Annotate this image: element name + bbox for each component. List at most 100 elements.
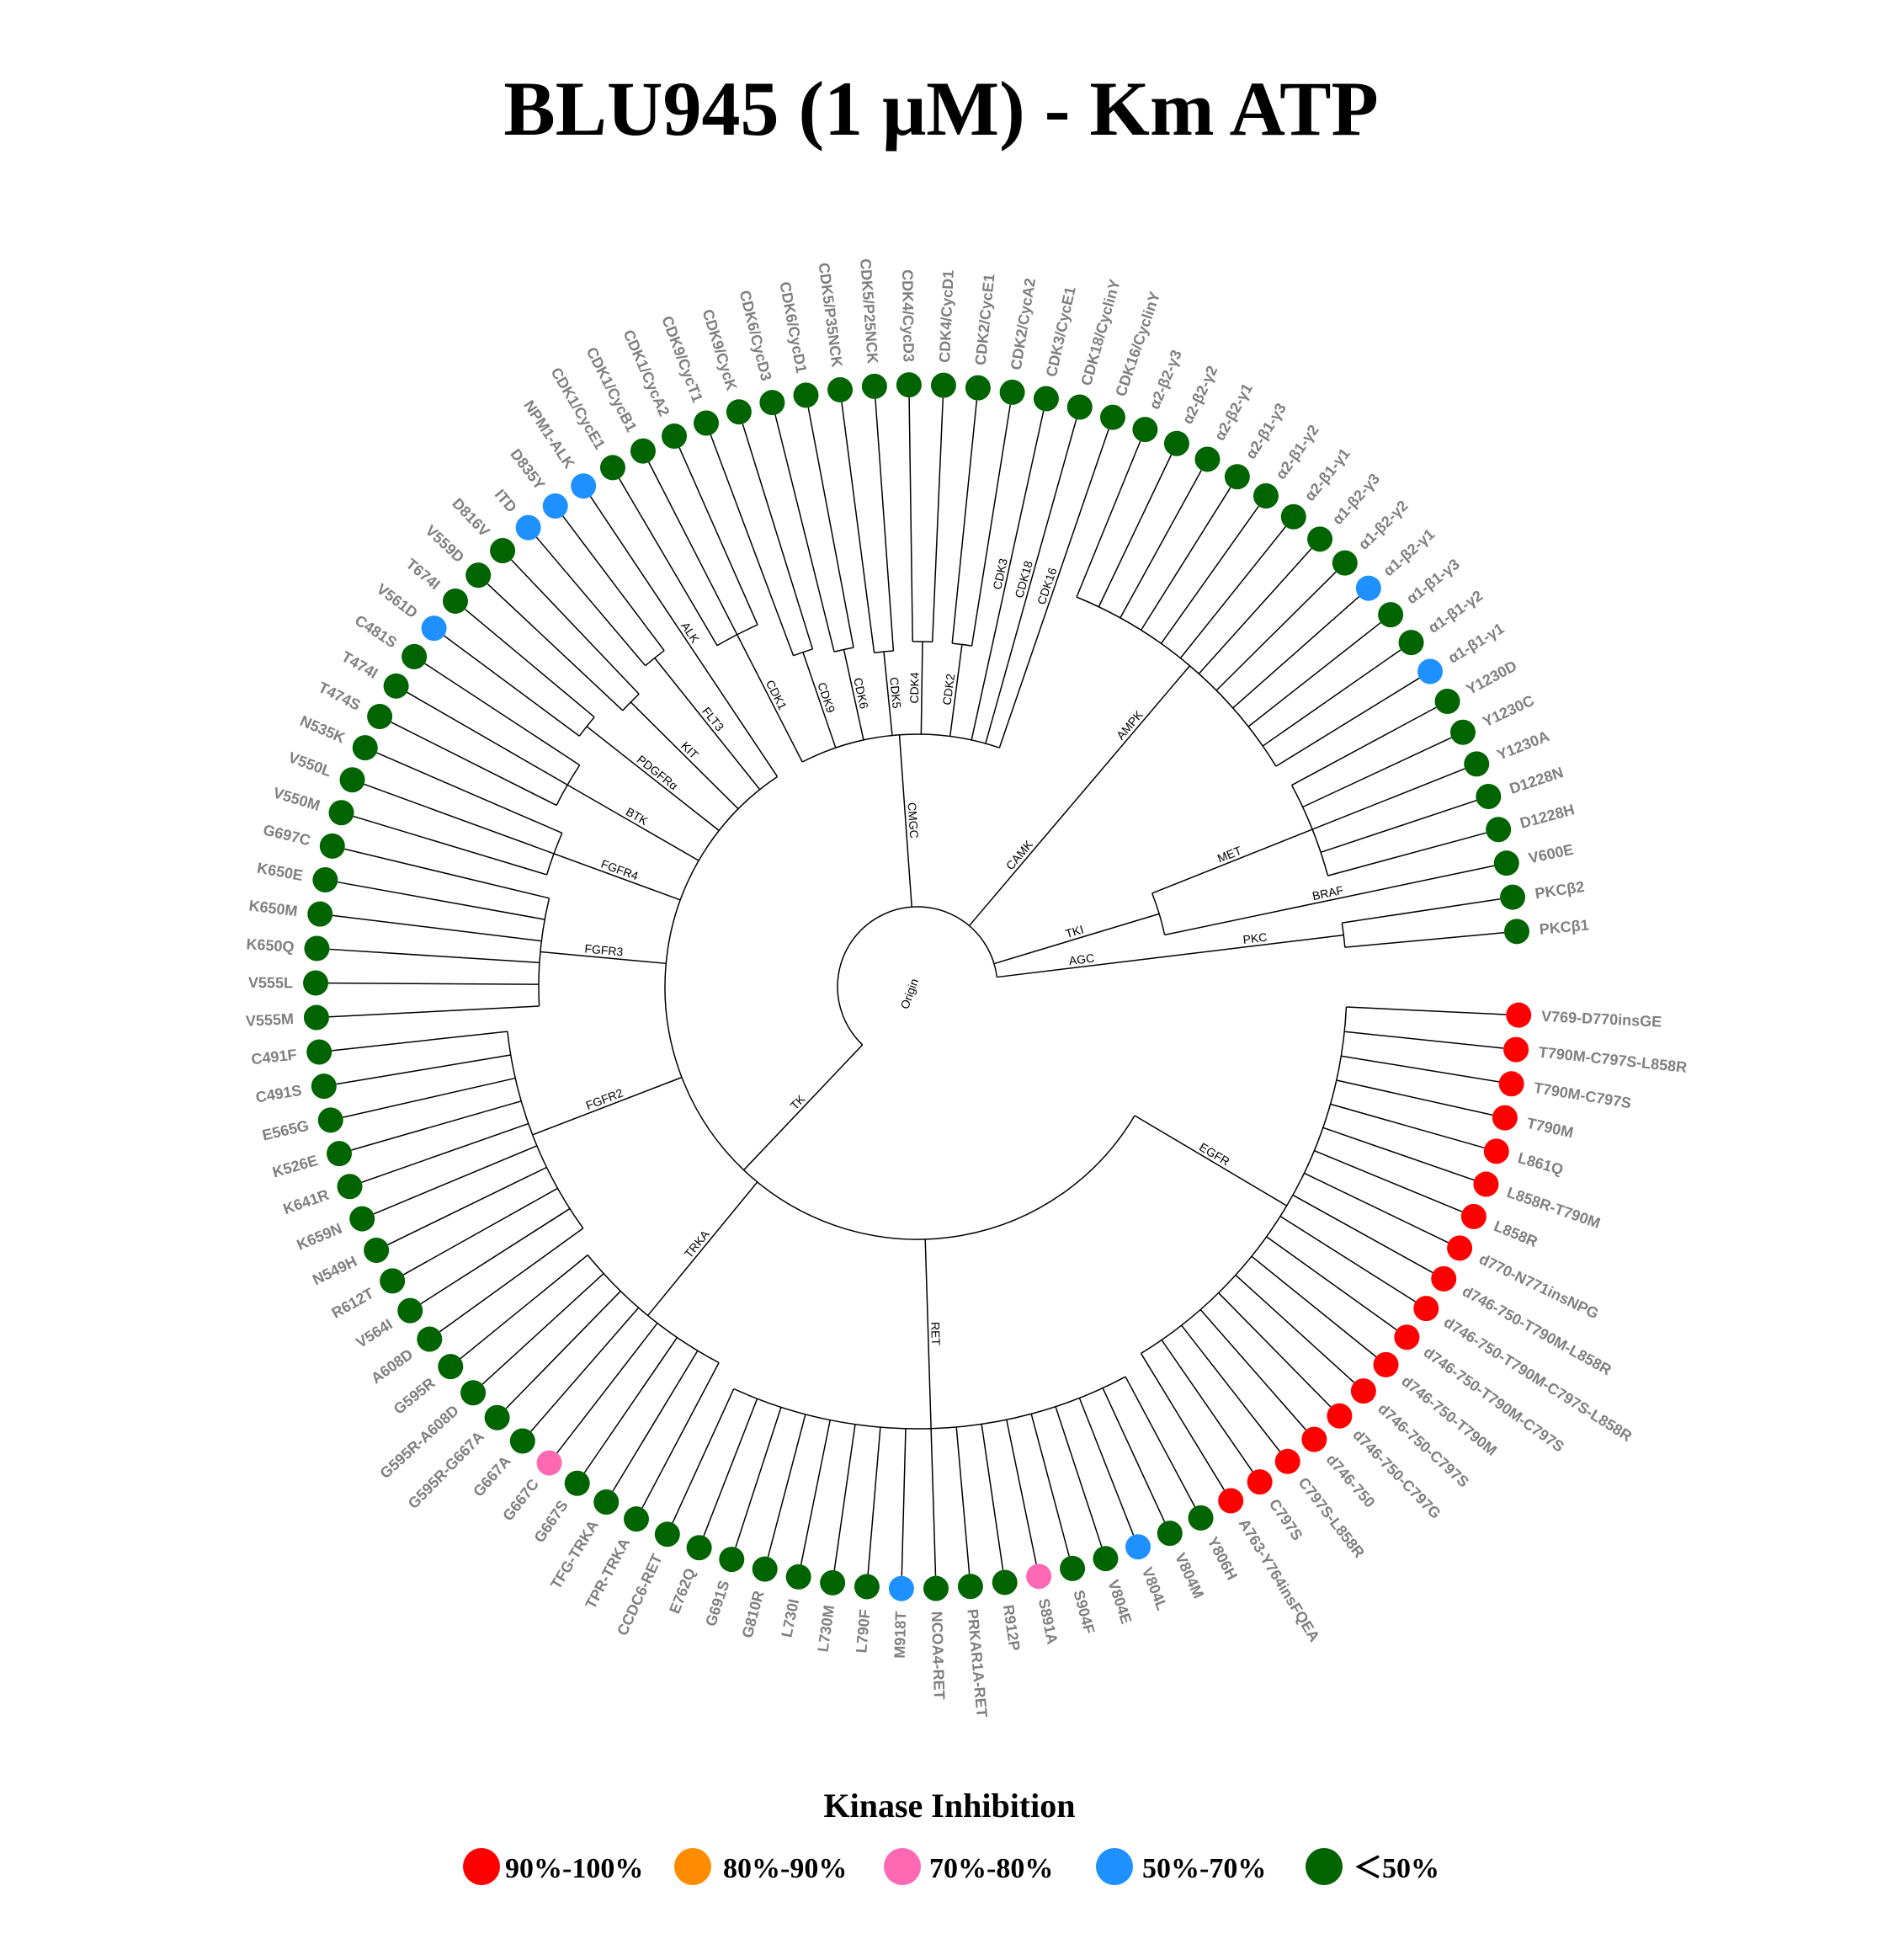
kinase-leaf-label: CDK2/CycE1 xyxy=(972,273,998,366)
kinase-inhibition-dot xyxy=(337,1174,363,1200)
kinase-leaf-label: L790F xyxy=(853,1609,873,1654)
kinase-inhibition-dot xyxy=(1188,1505,1214,1531)
kinase-leaf-label: G595R xyxy=(391,1374,439,1418)
leaf-branch xyxy=(1076,440,1141,598)
clade-branch xyxy=(998,429,1109,748)
origin-arc xyxy=(837,906,998,1046)
clade-branch xyxy=(1151,828,1313,894)
leaf-branch xyxy=(353,815,547,876)
clade-arc xyxy=(716,624,758,647)
kinase-inhibition-dot xyxy=(442,588,468,614)
kinase-leaf-label: V804L xyxy=(1139,1565,1171,1613)
kinase-leaf-label: CDK2/CycA2 xyxy=(1008,277,1039,371)
legend-label: 50%-70% xyxy=(1142,1853,1266,1884)
kinase-inhibition-dot xyxy=(752,1556,778,1582)
kinase-leaf-label: CDK3/CycE1 xyxy=(1043,285,1079,379)
leaf-branch xyxy=(908,397,913,642)
leaf-branch xyxy=(364,783,555,855)
leaf-branch xyxy=(641,1362,720,1509)
leaf-branch xyxy=(807,407,854,648)
leaf-branch xyxy=(767,1414,806,1558)
clade-label: CDK16 xyxy=(1034,566,1060,606)
kinase-inhibition-dot xyxy=(1332,550,1358,576)
leaf-branch xyxy=(1140,487,1231,631)
clade-label: CDK1 xyxy=(763,678,790,712)
leaf-branch xyxy=(1292,1194,1433,1274)
kinase-inhibition-dot xyxy=(719,1547,745,1573)
leaf-branch xyxy=(612,1350,699,1492)
leaf-branch xyxy=(460,1255,588,1360)
clade-label: CMGC xyxy=(905,802,921,839)
leaf-branch xyxy=(1140,1353,1226,1491)
kinase-leaf-label: K650M xyxy=(248,897,299,919)
kinase-inhibition-dot xyxy=(311,1073,337,1100)
kinase-inhibition-dot xyxy=(1500,884,1526,910)
kinase-inhibition-dot xyxy=(1447,1235,1473,1261)
kinase-inhibition-dot xyxy=(999,379,1025,405)
kinase-leaf-label: d746-750 xyxy=(1323,1451,1379,1510)
kinase-leaf-label: K641R xyxy=(281,1186,331,1217)
kinase-inhibition-dot xyxy=(694,410,720,436)
kinase-leaf-label: G810R xyxy=(739,1589,768,1639)
kinase-inhibition-dot xyxy=(593,1489,620,1515)
leaf-branch xyxy=(407,691,568,786)
leaf-branch xyxy=(1302,737,1452,808)
leaf-branch xyxy=(1327,832,1487,876)
legend: Kinase Inhibition 90%-100% 80%-90% 70%-8… xyxy=(463,1787,1439,1885)
kinase-inhibition-dot xyxy=(327,1141,353,1167)
leaf-branch xyxy=(1198,547,1312,674)
clade-label: CDK2 xyxy=(940,673,958,706)
clade-branch xyxy=(985,418,1077,744)
clade-branch xyxy=(540,951,667,965)
kinase-leaf-label: V555L xyxy=(248,974,293,991)
leaf-branch xyxy=(420,1207,571,1305)
kinase-inhibition-dot xyxy=(1327,1403,1353,1429)
legend-swatch xyxy=(884,1848,921,1885)
kinase-inhibition-dot xyxy=(1194,446,1221,472)
kinase-inhibition-dot xyxy=(785,1563,811,1590)
kinase-inhibition-dot xyxy=(317,1107,343,1133)
leaf-branch xyxy=(535,536,646,667)
kinase-inhibition-dot xyxy=(1280,503,1306,530)
leaf-branch xyxy=(672,1388,735,1523)
kinase-leaf-label: K659N xyxy=(295,1220,344,1254)
legend-swatch xyxy=(1306,1848,1343,1885)
kinase-inhibition-dot xyxy=(1224,464,1250,490)
kinase-leaf-label: C491S xyxy=(254,1082,303,1106)
figure-title: BLU945 (1 μM) - Km ATP xyxy=(503,66,1378,152)
kinase-leaf-label: CDK6/CycD3 xyxy=(737,289,775,383)
kinase-inhibition-dot xyxy=(1066,394,1093,420)
leaf-branch xyxy=(530,1307,640,1432)
kinase-inhibition-dot xyxy=(1493,850,1519,876)
kinase-leaf-label: CDK9/CycT1 xyxy=(658,314,706,405)
leaf-branch xyxy=(583,1337,678,1473)
leaf-branch xyxy=(1161,1340,1253,1473)
legend-swatch xyxy=(674,1848,711,1885)
leaf-branch xyxy=(901,1428,907,1576)
leaf-branch xyxy=(424,663,581,766)
clade-label: FGFR2 xyxy=(584,1086,625,1112)
leaf-branch xyxy=(481,1273,604,1385)
leaf-branch xyxy=(336,1054,511,1085)
kinase-leaf-label: α2-β2-γ2 xyxy=(1179,363,1221,426)
kinase-inhibition-dot xyxy=(460,1380,487,1406)
leaf-branch xyxy=(1160,505,1259,644)
leaf-branch xyxy=(328,982,540,985)
leaf-branch xyxy=(556,1323,658,1454)
kinase-leaf-label: α1-β2-γ1 xyxy=(1380,525,1438,579)
clade-branch xyxy=(647,1181,758,1316)
legend-label: 80%-90% xyxy=(723,1853,847,1884)
kinase-leaf-label: PRKAR1A-RET xyxy=(964,1608,990,1718)
kinase-inhibition-dot xyxy=(793,382,819,408)
kinase-leaf-label: G667A xyxy=(470,1452,514,1500)
legend-item-lt50: ＜50% xyxy=(1306,1848,1439,1885)
kinase-leaf-label: V550M xyxy=(271,784,322,814)
leaf-branch xyxy=(1314,1149,1463,1212)
kinase-inhibition-dot xyxy=(402,643,428,669)
kinase-inhibition-dot xyxy=(397,1297,423,1324)
kinase-leaf-label: A608D xyxy=(368,1345,416,1387)
clade-label: PDGFRα xyxy=(635,753,681,793)
clade-branch xyxy=(654,658,761,791)
leaf-branch xyxy=(1275,677,1420,767)
kinase-leaf-label: D1228N xyxy=(1508,764,1566,797)
